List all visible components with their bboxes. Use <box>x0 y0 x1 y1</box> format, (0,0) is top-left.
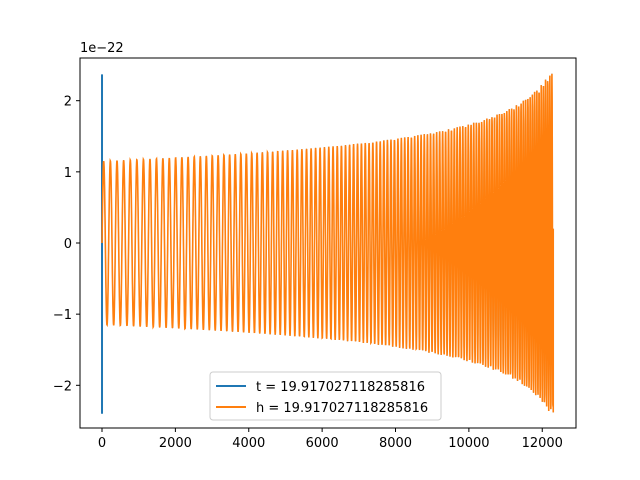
plot-area <box>101 73 555 414</box>
legend-box <box>209 371 442 421</box>
x-tick-label: 2000 <box>159 436 192 451</box>
x-tick-label: 6000 <box>306 436 339 451</box>
x-tick-label: 4000 <box>232 436 265 451</box>
series-line-h <box>101 73 555 413</box>
x-tick-label: 8000 <box>379 436 412 451</box>
x-tick-label: 0 <box>98 436 106 451</box>
y-axis: −2 −1 0 1 2 <box>53 95 80 394</box>
x-tick-label: 12000 <box>522 436 563 451</box>
y-offset-text: 1e−22 <box>80 41 124 56</box>
legend-label-h: h = 19.917027118285816 <box>256 401 428 416</box>
y-tick-label: −1 <box>53 308 72 323</box>
series-group <box>101 73 555 414</box>
y-tick-label: 1 <box>64 166 72 181</box>
legend-label-t: t = 19.917027118285816 <box>256 380 425 395</box>
y-tick-label: 0 <box>64 237 72 252</box>
x-tick-label: 10000 <box>448 436 489 451</box>
y-tick-label: 2 <box>64 95 72 110</box>
y-tick-label: −2 <box>53 379 72 394</box>
legend: t = 19.917027118285816 h = 19.9170271182… <box>209 371 442 421</box>
x-axis: 0 2000 4000 6000 8000 10000 12000 <box>98 428 563 451</box>
